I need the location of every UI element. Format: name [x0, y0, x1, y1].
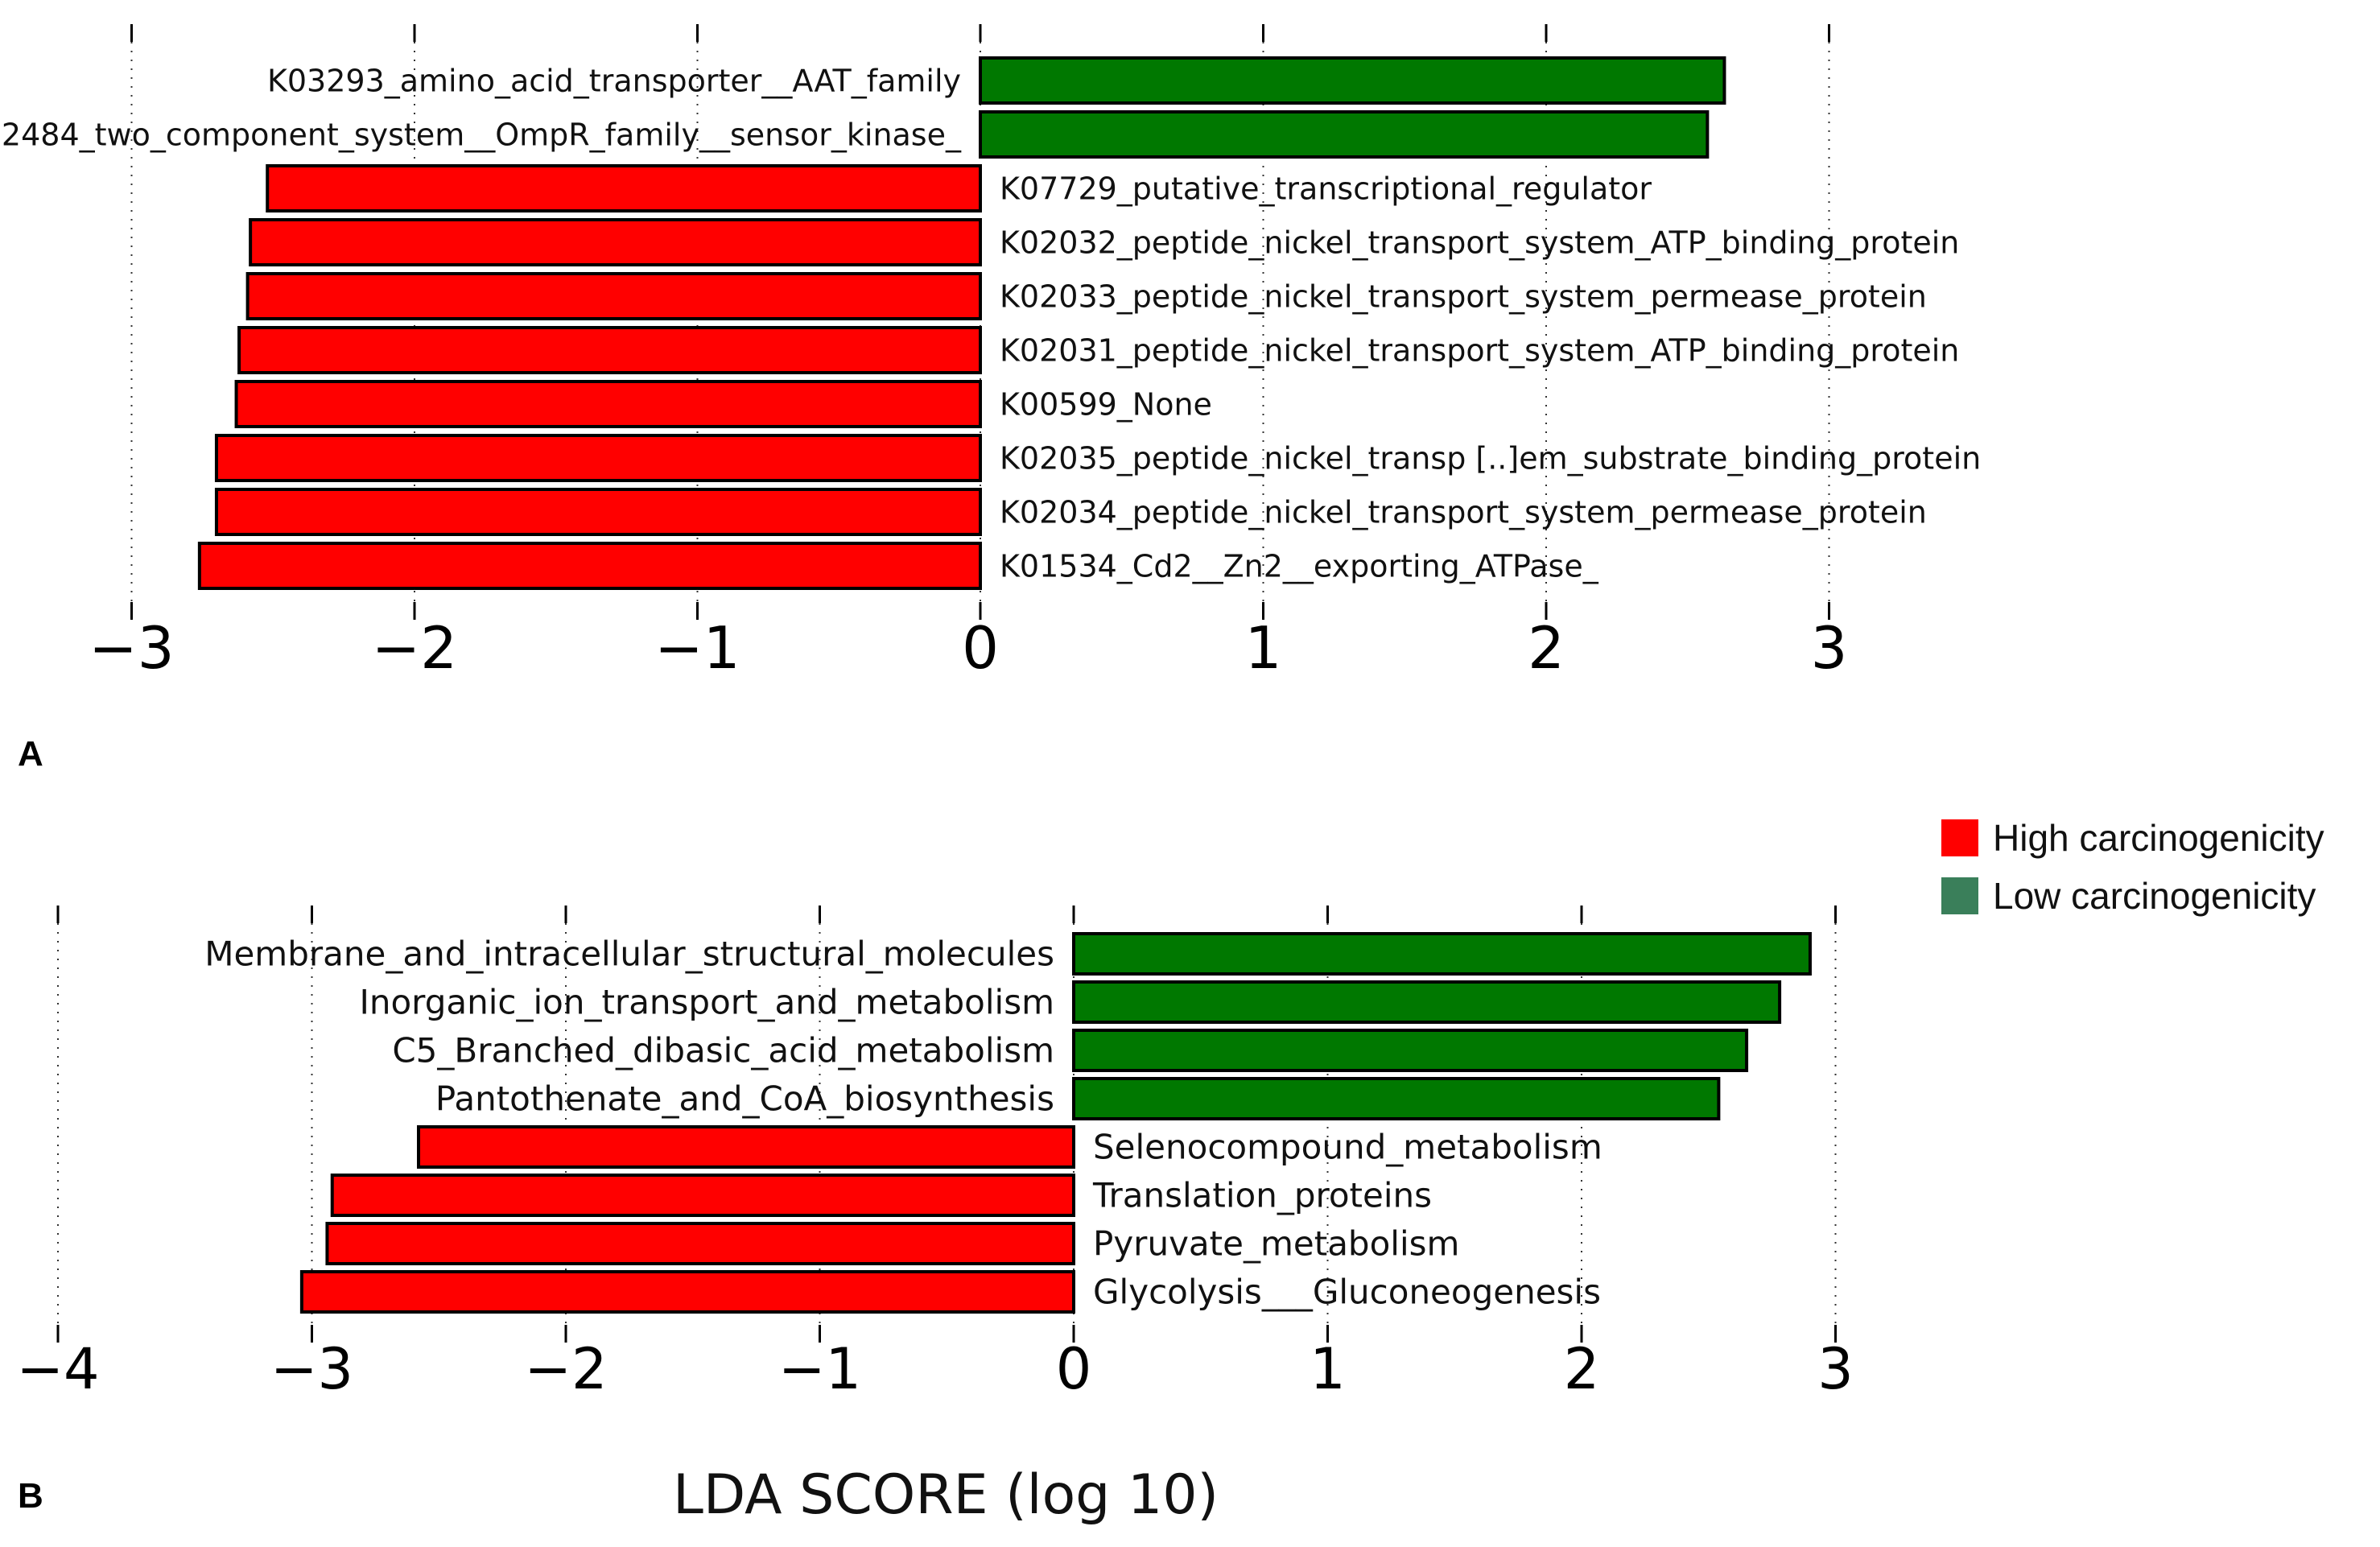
panel-a-bar	[979, 56, 1726, 105]
panel-b-bar	[417, 1125, 1075, 1169]
legend-label-high: High carcinogenicity	[1993, 817, 2324, 859]
panel-a-bar-label: K02484_two_component_system__OmpR_family…	[0, 117, 962, 152]
panel-b-bar-label: Translation_proteins	[1092, 1176, 1432, 1215]
panel-b-bar	[1072, 1029, 1749, 1072]
panel-a-bar-label: K01534_Cd2__Zn2__exporting_ATPase_	[1000, 548, 1599, 584]
panel-a-bar-label: K03293_amino_acid_transporter__AAT_famil…	[267, 63, 961, 98]
panel-b-bar-label: Selenocompound_metabolism	[1093, 1128, 1602, 1167]
panel-b-bar-label: Pyruvate_metabolism	[1093, 1224, 1459, 1264]
panel-a-bar	[245, 272, 982, 320]
panel-a-tick-label: 3	[1811, 614, 1848, 682]
legend: High carcinogenicity Low carcinogenicity	[1941, 815, 2324, 930]
panel-a-bar-label: K07729_putative_transcriptional_regulato…	[1000, 171, 1652, 206]
panel-a-bar	[979, 110, 1710, 159]
panel-a-bar-label: K02034_peptide_nickel_transport_system_p…	[1000, 494, 1927, 530]
panel-b-bar	[325, 1222, 1075, 1265]
panel-a-tick-label: 2	[1528, 614, 1565, 682]
panel-b-tick-label: 0	[1056, 1336, 1092, 1402]
panel-a-tick-label: −3	[89, 614, 174, 682]
legend-swatch-high	[1941, 819, 1978, 856]
panel-b-tick-label: −1	[778, 1336, 861, 1402]
panel-b-bar-label: Membrane_and_intracellular_structural_mo…	[204, 934, 1054, 974]
panel-b-bar-label: Inorganic_ion_transport_and_metabolism	[359, 983, 1054, 1022]
panel-a-tick-label: −1	[654, 614, 740, 682]
panel-b-tick-label: 3	[1817, 1336, 1854, 1402]
panel-a-tick-label: 0	[962, 614, 999, 682]
legend-label-low: Low carcinogenicity	[1993, 875, 2316, 917]
panel-a-bar	[266, 164, 983, 212]
panel-b-bar-label: C5_Branched_dibasic_acid_metabolism	[392, 1031, 1054, 1071]
panel-a-bar	[214, 434, 982, 482]
panel-b-tick-label: 2	[1564, 1336, 1600, 1402]
panel-b-tick-label: −3	[270, 1336, 353, 1402]
panel-label-b: B	[18, 1476, 43, 1516]
legend-item-low: Low carcinogenicity	[1941, 873, 2324, 919]
panel-a-bar-label: K00599_None	[1000, 386, 1212, 422]
panel-a-bar	[214, 488, 982, 536]
panel-b-bar	[1072, 1077, 1721, 1120]
panel-a-bar-label: K02032_peptide_nickel_transport_system_A…	[1000, 225, 1959, 260]
x-axis-label: LDA SCORE (log 10)	[672, 1463, 1219, 1527]
panel-a-bar-label: K02035_peptide_nickel_transp [..]em_subs…	[1000, 440, 1981, 476]
panel-b-tick-label: −4	[16, 1336, 99, 1402]
panel-b-bar-label: Glycolysis___Gluconeogenesis	[1093, 1273, 1601, 1312]
panel-a-bar	[234, 380, 982, 428]
panel-b-tick-label: 1	[1310, 1336, 1346, 1402]
panel-b-bar-label: Pantothenate_and_CoA_biosynthesis	[435, 1079, 1054, 1119]
panel-a-bar	[249, 218, 982, 266]
panel-a-tick-label: 1	[1245, 614, 1282, 682]
legend-item-high: High carcinogenicity	[1941, 815, 2324, 861]
panel-a-bar-label: K02033_peptide_nickel_transport_system_p…	[1000, 278, 1927, 314]
panel-b-bar	[299, 1270, 1075, 1314]
panel-a-bar	[197, 542, 983, 590]
panel-a-bar	[237, 326, 982, 374]
panel-label-a: A	[18, 734, 43, 774]
panel-b-bar	[1072, 980, 1782, 1024]
panel-a-tick-label: −2	[372, 614, 457, 682]
panel-b-bar	[1072, 932, 1812, 976]
panel-a-bar-label: K02031_peptide_nickel_transport_system_A…	[1000, 332, 1959, 368]
legend-swatch-low	[1941, 877, 1978, 914]
panel-b-tick-label: −2	[524, 1336, 607, 1402]
panel-b-bar	[330, 1174, 1075, 1217]
